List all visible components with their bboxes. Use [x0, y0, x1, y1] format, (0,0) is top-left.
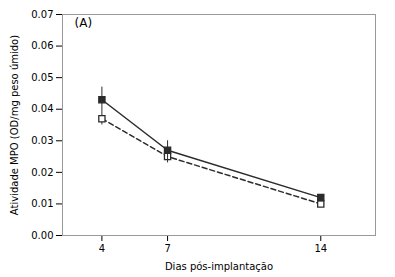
svg-text:Atividade MPO (OD/mg peso úmid: Atividade MPO (OD/mg peso úmido) — [9, 35, 20, 215]
svg-text:14: 14 — [314, 243, 327, 254]
svg-text:7: 7 — [164, 243, 170, 254]
svg-text:0.03: 0.03 — [31, 135, 53, 146]
svg-text:0.02: 0.02 — [31, 167, 53, 178]
svg-text:(A): (A) — [75, 16, 93, 30]
svg-text:0.06: 0.06 — [31, 40, 53, 51]
svg-text:0.07: 0.07 — [31, 9, 53, 20]
svg-text:0.01: 0.01 — [31, 198, 53, 209]
svg-text:0.05: 0.05 — [31, 72, 53, 83]
svg-text:Dias pós-implantação: Dias pós-implantação — [165, 261, 273, 272]
svg-text:0.00: 0.00 — [31, 230, 53, 241]
svg-text:0.04: 0.04 — [31, 103, 53, 114]
svg-text:4: 4 — [99, 243, 105, 254]
